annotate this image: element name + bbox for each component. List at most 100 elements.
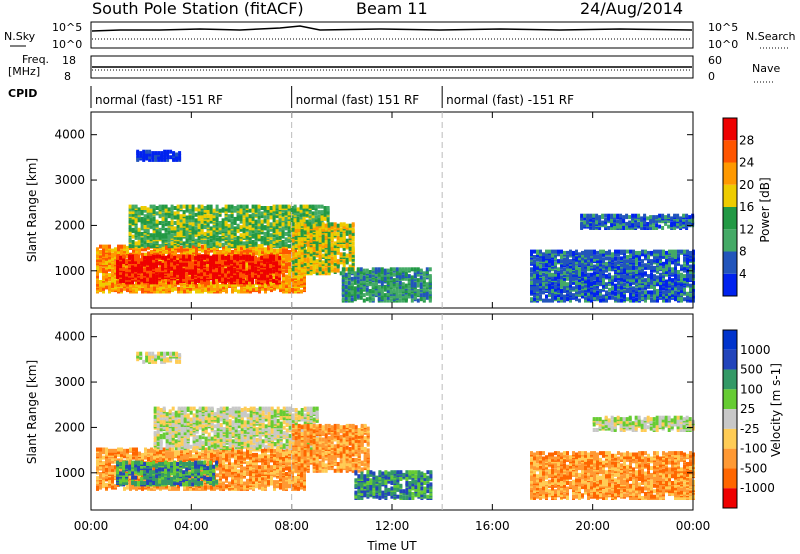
range-cell [563, 271, 566, 276]
range-cell [315, 268, 319, 273]
range-cell [306, 259, 310, 264]
range-cell [207, 263, 210, 268]
range-cell [149, 233, 153, 238]
range-cell [140, 219, 144, 224]
range-cell [212, 279, 216, 283]
range-cell [254, 269, 258, 274]
range-cell [566, 250, 569, 255]
range-cell [300, 268, 304, 273]
range-cell [114, 255, 117, 260]
range-cell [278, 255, 282, 260]
range-cell [138, 248, 141, 253]
range-cell [225, 250, 228, 254]
range-cell [152, 240, 156, 244]
range-cell [215, 226, 219, 231]
range-cell [560, 291, 563, 296]
range-cell [155, 261, 159, 266]
range-cell [143, 242, 147, 247]
range-cell [177, 254, 180, 259]
range-cell [209, 210, 213, 215]
range-cell [143, 260, 147, 264]
range-cell [105, 259, 108, 264]
range-cell [179, 272, 183, 277]
range-cell [551, 287, 554, 292]
range-cell [102, 247, 105, 252]
range-cell [575, 287, 578, 292]
range-cell [245, 254, 249, 259]
range-cell [309, 225, 313, 230]
range-cell [242, 260, 246, 264]
range-cell [137, 258, 141, 263]
range-cell [146, 242, 150, 247]
range-cell [191, 222, 195, 227]
range-cell [351, 231, 355, 236]
range-cell [563, 294, 566, 299]
range-cell [155, 211, 159, 216]
range-cell [557, 289, 560, 293]
range-cell [545, 270, 548, 274]
range-cell [530, 297, 533, 302]
range-cell [284, 241, 288, 246]
range-cell [554, 270, 557, 274]
range-cell [128, 230, 132, 235]
range-cell [560, 270, 563, 274]
range-cell [164, 255, 168, 260]
range-cell [548, 249, 551, 254]
range-cell [245, 257, 249, 262]
range-cell [131, 260, 135, 264]
range-cell [563, 257, 566, 262]
freq-panel-frame [90, 55, 694, 79]
range-cell [596, 250, 599, 255]
range-cell [206, 204, 210, 209]
range-cell [131, 215, 135, 220]
range-cell [188, 265, 192, 270]
range-cell [212, 265, 216, 270]
range-cell [347, 267, 351, 272]
range-cell [596, 259, 599, 264]
range-cell [200, 204, 204, 209]
range-cell [146, 273, 150, 278]
range-cell [300, 277, 303, 282]
range-cell [242, 273, 246, 278]
range-cell [227, 207, 231, 212]
range-cell [206, 222, 210, 227]
range-cell [120, 244, 123, 249]
range-cell [324, 261, 328, 266]
range-cell [134, 216, 138, 221]
range-cell [545, 259, 548, 264]
range-cell [215, 241, 219, 246]
range-cell [261, 250, 264, 254]
range-cell [272, 211, 276, 216]
range-cell [351, 253, 355, 258]
range-cell [560, 283, 563, 288]
range-cell [545, 261, 548, 266]
range-cell [137, 262, 141, 267]
range-cell [170, 254, 174, 259]
range-cell [557, 279, 560, 284]
range-cell [294, 282, 297, 287]
range-cell [563, 297, 566, 302]
range-cell [345, 223, 349, 228]
range-cell [383, 268, 387, 273]
range-cell [164, 227, 168, 232]
range-cell [275, 254, 279, 259]
range-cell [575, 280, 578, 285]
range-cell [416, 267, 420, 272]
range-cell [185, 215, 189, 220]
range-cell [272, 204, 276, 209]
range-cell [422, 287, 426, 292]
range-cell [203, 277, 207, 282]
freq-tick-top: 18 [62, 54, 76, 67]
range-cell [371, 297, 375, 302]
range-cell [197, 235, 201, 240]
range-cell [218, 257, 222, 262]
range-cell [180, 245, 183, 250]
range-cell [572, 250, 575, 255]
range-cell [596, 275, 599, 280]
range-cell [111, 284, 114, 288]
range-cell [161, 216, 165, 221]
range-cell [215, 260, 219, 264]
range-cell [108, 267, 111, 272]
range-cell [194, 238, 198, 243]
range-cell [536, 265, 539, 270]
